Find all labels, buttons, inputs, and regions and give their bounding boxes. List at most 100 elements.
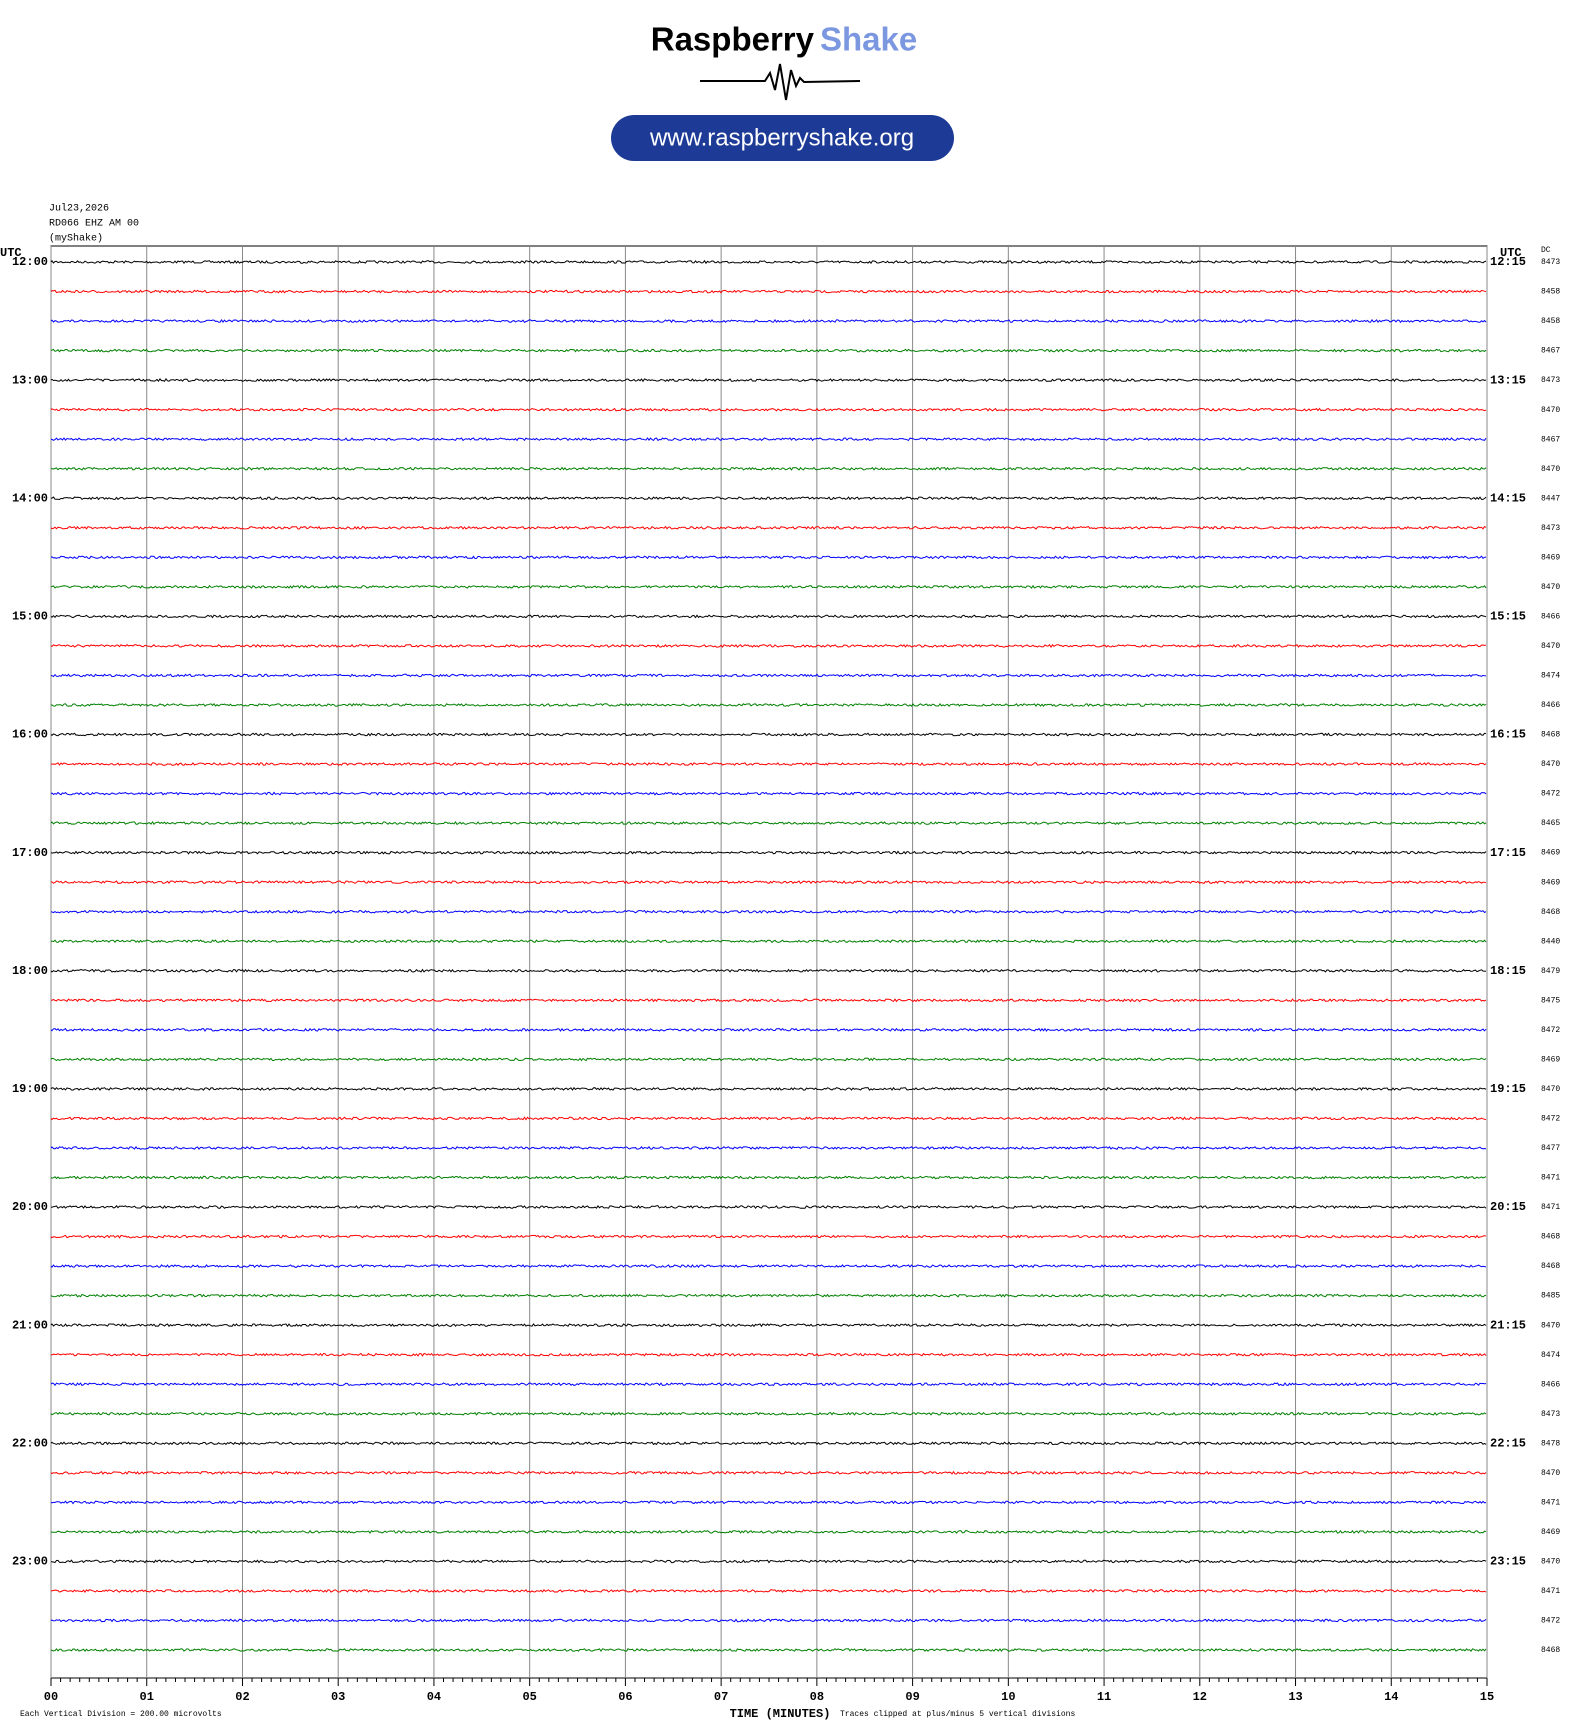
time-label-right: 12:15 — [1490, 255, 1526, 269]
info-line: RD066 EHZ AM 00 — [49, 219, 139, 230]
trace — [50, 1529, 1487, 1534]
time-label-left: 18:00 — [12, 964, 48, 978]
utc-left: UTC — [0, 246, 22, 260]
trace — [50, 378, 1487, 383]
dc-value: 8469 — [1541, 553, 1560, 562]
dc-value: 8471 — [1541, 1498, 1560, 1507]
x-tick-label: 01 — [140, 1690, 154, 1704]
trace — [50, 318, 1487, 324]
trace — [50, 259, 1487, 265]
x-tick-label: 14 — [1384, 1690, 1398, 1704]
x-tick-label: 09 — [905, 1690, 919, 1704]
time-label-right: 17:15 — [1490, 846, 1526, 860]
trace — [50, 1411, 1487, 1416]
trace — [50, 348, 1487, 353]
dc-value: 8466 — [1541, 612, 1560, 621]
x-tick-label: 06 — [618, 1690, 632, 1704]
x-tick-label: 05 — [522, 1690, 536, 1704]
time-label-left: 19:00 — [12, 1082, 48, 1096]
time-label-left: 21:00 — [12, 1318, 48, 1332]
dc-value: 8468 — [1541, 1262, 1560, 1271]
dc-label: DC — [1541, 246, 1551, 255]
dc-value: 8468 — [1541, 731, 1560, 740]
dc-value: 8468 — [1541, 1646, 1560, 1655]
trace — [50, 466, 1487, 471]
time-label-left: 15:00 — [12, 610, 48, 624]
time-label-right: 18:15 — [1490, 964, 1526, 978]
trace — [50, 880, 1487, 885]
trace — [50, 791, 1487, 796]
trace — [50, 407, 1487, 412]
dc-value: 8471 — [1541, 1587, 1560, 1596]
time-label-left: 14:00 — [12, 491, 48, 505]
trace — [50, 555, 1487, 560]
trace — [50, 1500, 1487, 1505]
x-tick-label: 13 — [1288, 1690, 1302, 1704]
trace — [50, 850, 1487, 855]
dc-value: 8470 — [1541, 406, 1560, 415]
dc-value: 8468 — [1541, 1233, 1560, 1242]
time-label-right: 14:15 — [1490, 491, 1526, 505]
dc-value: 8470 — [1541, 465, 1560, 474]
trace — [50, 909, 1487, 914]
dc-value: 8470 — [1541, 642, 1560, 651]
trace — [50, 289, 1487, 294]
x-tick-label: 15 — [1480, 1690, 1494, 1704]
dc-value: 8473 — [1541, 376, 1560, 385]
dc-value: 8473 — [1541, 258, 1560, 267]
dc-value: 8470 — [1541, 760, 1560, 769]
dc-value: 8467 — [1541, 347, 1560, 356]
x-tick-label: 04 — [427, 1690, 441, 1704]
time-label-left: 17:00 — [12, 846, 48, 860]
time-label-left: 13:00 — [12, 373, 48, 387]
trace — [50, 762, 1487, 766]
dc-value: 8479 — [1541, 967, 1560, 976]
plot-frame — [50, 245, 1488, 1679]
x-tick-label: 12 — [1193, 1690, 1207, 1704]
dc-value: 8475 — [1541, 996, 1560, 1005]
note-left: Each Vertical Division = 200.00 microvol… — [20, 1710, 222, 1719]
dc-value: 8447 — [1541, 494, 1560, 503]
trace — [50, 702, 1487, 707]
trace — [50, 1559, 1487, 1564]
trace — [50, 1086, 1487, 1091]
url-button[interactable] — [611, 115, 954, 161]
trace — [50, 1234, 1487, 1239]
trace — [50, 496, 1487, 501]
trace — [50, 1618, 1487, 1623]
x-tick-label: 08 — [810, 1690, 824, 1704]
trace — [50, 1175, 1487, 1180]
dc-value: 8474 — [1541, 672, 1560, 681]
brand-accent: Shake — [820, 21, 917, 58]
dc-value: 8473 — [1541, 524, 1560, 533]
dc-value: 8470 — [1541, 1469, 1560, 1478]
dc-value: 8467 — [1541, 435, 1560, 444]
dc-value: 8465 — [1541, 819, 1560, 828]
dc-value: 8472 — [1541, 1026, 1560, 1035]
time-label-left: 12:00 — [12, 255, 48, 269]
dc-value: 8469 — [1541, 1055, 1560, 1064]
time-label-right: 13:15 — [1490, 373, 1526, 387]
time-label-right: 22:15 — [1490, 1436, 1526, 1450]
trace — [50, 820, 1487, 826]
dc-value: 8466 — [1541, 701, 1560, 710]
time-label-right: 19:15 — [1490, 1082, 1526, 1096]
dc-value: 8477 — [1541, 1144, 1560, 1153]
time-label-right: 23:15 — [1490, 1555, 1526, 1569]
trace — [50, 437, 1487, 442]
time-label-left: 16:00 — [12, 728, 48, 742]
x-tick-label: 07 — [714, 1690, 728, 1704]
note-right: Traces clipped at plus/minus 5 vertical … — [840, 1710, 1075, 1719]
dc-value: 8469 — [1541, 878, 1560, 887]
trace — [50, 1057, 1487, 1062]
trace — [50, 673, 1487, 678]
trace — [50, 1470, 1487, 1475]
time-label-right: 16:15 — [1490, 728, 1526, 742]
trace — [50, 1027, 1487, 1032]
dc-value: 8470 — [1541, 1558, 1560, 1567]
trace — [50, 1145, 1487, 1150]
dc-value: 8473 — [1541, 1410, 1560, 1419]
url-text[interactable]: www.raspberryshake.org — [649, 124, 914, 151]
dc-value: 8470 — [1541, 583, 1560, 592]
trace — [50, 1352, 1487, 1357]
